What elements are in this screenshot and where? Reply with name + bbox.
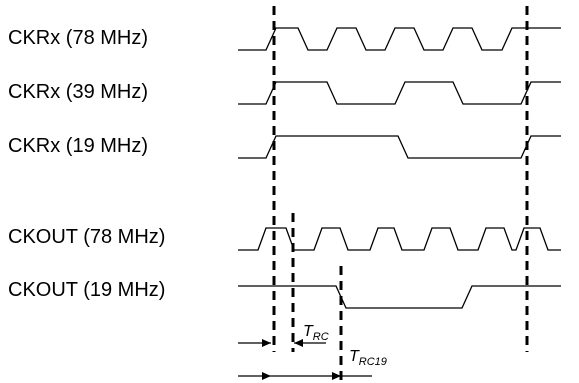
trc-arrowhead-left: [262, 339, 271, 347]
trc-label: TRC: [303, 323, 329, 343]
signal-label-ckout-78: CKOUT (78 MHz): [8, 226, 166, 248]
signal-label-ckrx-19: CKRx (19 MHz): [8, 135, 149, 157]
trc19-arrowhead-left: [262, 372, 271, 380]
trc19-label: TRC19: [349, 348, 387, 368]
waveform-ckout-19: [238, 285, 561, 309]
waveform-ckrx-39: [238, 81, 561, 105]
waveform-ckrx-19: [238, 135, 561, 159]
signal-label-ckrx-78: CKRx (78 MHz): [8, 27, 149, 49]
waveform-ckout-78: [238, 227, 561, 251]
waveform-ckrx-78: [238, 27, 561, 51]
signal-label-ckrx-39: CKRx (39 MHz): [8, 81, 149, 103]
trc-arrowhead-right: [294, 339, 303, 347]
trc19-arrowhead-right: [332, 372, 341, 380]
signal-label-ckout-19: CKOUT (19 MHz): [8, 279, 166, 301]
